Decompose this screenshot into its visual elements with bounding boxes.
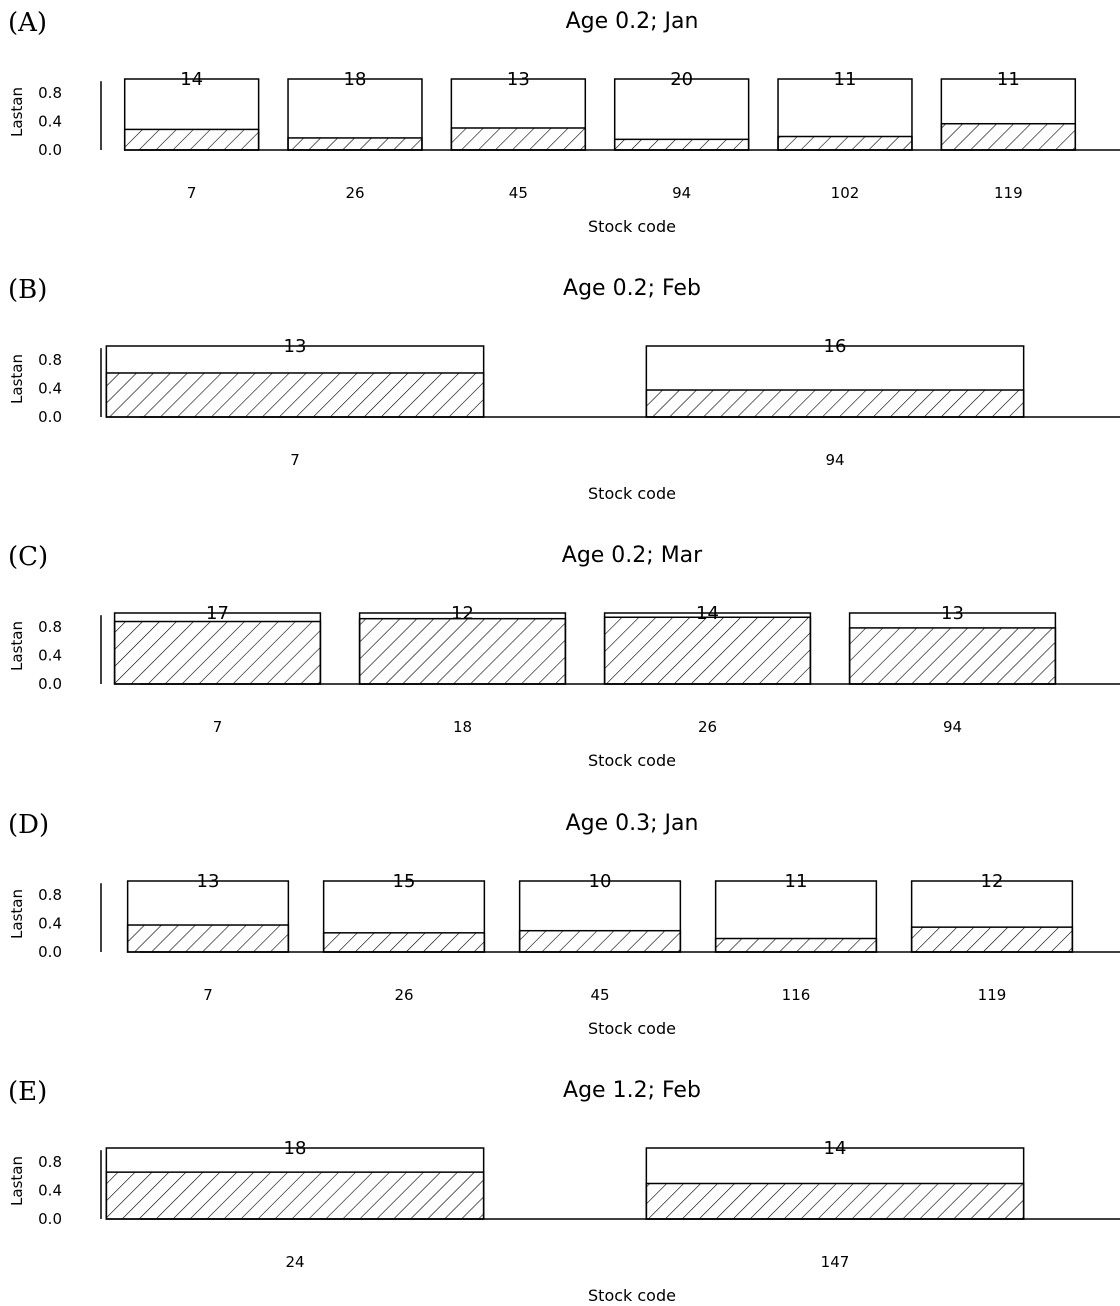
x-tick-label: 7 [203,986,213,1004]
y-axis-label: Lastan [8,1156,26,1206]
x-tick-label: 116 [782,986,811,1004]
bar-lastan [603,616,812,685]
y-tick-label: 0.0 [38,675,62,693]
x-tick-label: 7 [213,718,223,736]
y-tick-label: 0.8 [38,84,62,102]
x-tick-label: 7 [187,184,197,202]
bar-lastan [613,138,750,151]
bar-lastan [777,135,913,151]
bar-lastan [358,617,567,685]
y-tick-label: 0.0 [38,408,62,426]
panel-d: (D) Age 0.3; Jan 0.8 0.4 0.0 Lastan 13 7 15 26 10 4… [8,810,1120,1038]
y-tick-label: 0.4 [38,113,62,131]
y-axis-label: Lastan [8,354,26,404]
bar-count-label: 18 [284,1138,307,1159]
x-tick-label: 119 [994,184,1023,202]
bar-lastan [940,122,1077,151]
bar-lastan [910,926,1074,953]
y-axis-label: Lastan [8,889,26,939]
chart-title: Age 0.2; Feb [563,276,701,301]
x-tick-label: 45 [509,184,528,202]
y-tick-label: 0.0 [38,943,62,961]
bar-lastan [105,372,485,418]
bar-count-label: 14 [824,1138,847,1159]
bar-lastan [645,1182,1025,1220]
bar-count-label: 13 [941,603,964,624]
bar-lastan [848,627,1057,685]
bar-count-label: 13 [197,871,220,892]
x-tick-label: 26 [345,184,364,202]
panel-e: (E) Age 1.2; Feb 0.8 0.4 0.0 Lastan 18 24 14 147 S… [8,1077,1120,1305]
bar-count-label: 11 [785,871,808,892]
panel-b: (B) Age 0.2; Feb 0.8 0.4 0.0 Lastan 13 7 16 94 Sto… [8,275,1120,503]
panel-letter: (D) [8,810,49,840]
bar-count-label: 16 [824,336,847,357]
x-tick-label: 94 [825,451,844,469]
bar-count-label: 12 [981,871,1004,892]
x-tick-label: 45 [590,986,609,1004]
y-tick-label: 0.8 [38,351,62,369]
x-axis-label: Stock code [588,484,676,503]
chart-title: Age 1.2; Feb [563,1078,701,1103]
bar-count-label: 18 [344,69,367,90]
x-tick-label: 7 [290,451,300,469]
bar-lastan [714,937,878,953]
bar-count-label: 13 [507,69,530,90]
chart-title: Age 0.2; Mar [562,543,703,568]
x-axis-label: Stock code [588,751,676,770]
chart-title: Age 0.3; Jan [566,811,699,836]
x-tick-label: 102 [831,184,860,202]
bar-count-label: 20 [670,69,693,90]
bar-lastan [518,929,682,953]
x-axis-label: Stock code [588,1286,676,1305]
y-tick-label: 0.4 [38,380,62,398]
bar-lastan [450,127,587,151]
panel-letter: (A) [8,8,47,38]
bar-count-label: 13 [284,336,307,357]
panel-letter: (B) [8,275,47,305]
bar-lastan [105,1171,485,1220]
x-tick-label: 26 [698,718,717,736]
x-tick-label: 94 [943,718,962,736]
panel-a: (A) Age 0.2; Jan 0.8 0.4 0.0 Lastan 14 7 18 26 13 4… [8,8,1120,236]
bar-count-label: 15 [393,871,416,892]
bar-lastan [645,389,1025,418]
bar-lastan [322,932,486,953]
x-tick-label: 119 [978,986,1007,1004]
x-tick-label: 147 [821,1253,850,1271]
y-tick-label: 0.8 [38,1153,62,1171]
bar-count-label: 14 [696,603,719,624]
x-tick-label: 18 [453,718,472,736]
bar-count-label: 17 [206,603,229,624]
x-tick-label: 26 [394,986,413,1004]
bar-lastan [123,128,260,151]
bar-count-label: 11 [834,69,857,90]
bar-lastan [126,924,290,953]
y-tick-label: 0.4 [38,915,62,933]
y-tick-label: 0.8 [38,886,62,904]
panel-letter: (E) [8,1077,47,1107]
bar-count-label: 11 [997,69,1020,90]
bar-count-label: 10 [589,871,612,892]
bar-lastan [287,137,423,151]
y-axis-label: Lastan [8,621,26,671]
y-tick-label: 0.0 [38,141,62,159]
panel-c: (C) Age 0.2; Mar 0.8 0.4 0.0 Lastan 17 7 12 18 14 2… [8,542,1120,770]
y-axis-label: Lastan [8,87,26,137]
bar-count-label: 12 [451,603,474,624]
x-axis-label: Stock code [588,1019,676,1038]
x-tick-label: 94 [672,184,691,202]
x-tick-label: 24 [285,1253,304,1271]
bar-lastan [113,620,322,685]
x-axis-label: Stock code [588,217,676,236]
y-tick-label: 0.8 [38,618,62,636]
bar-count-label: 14 [180,69,203,90]
chart-title: Age 0.2; Jan [566,9,699,34]
y-tick-label: 0.4 [38,647,62,665]
y-tick-label: 0.4 [38,1182,62,1200]
panel-letter: (C) [8,542,48,572]
y-tick-label: 0.0 [38,1210,62,1228]
